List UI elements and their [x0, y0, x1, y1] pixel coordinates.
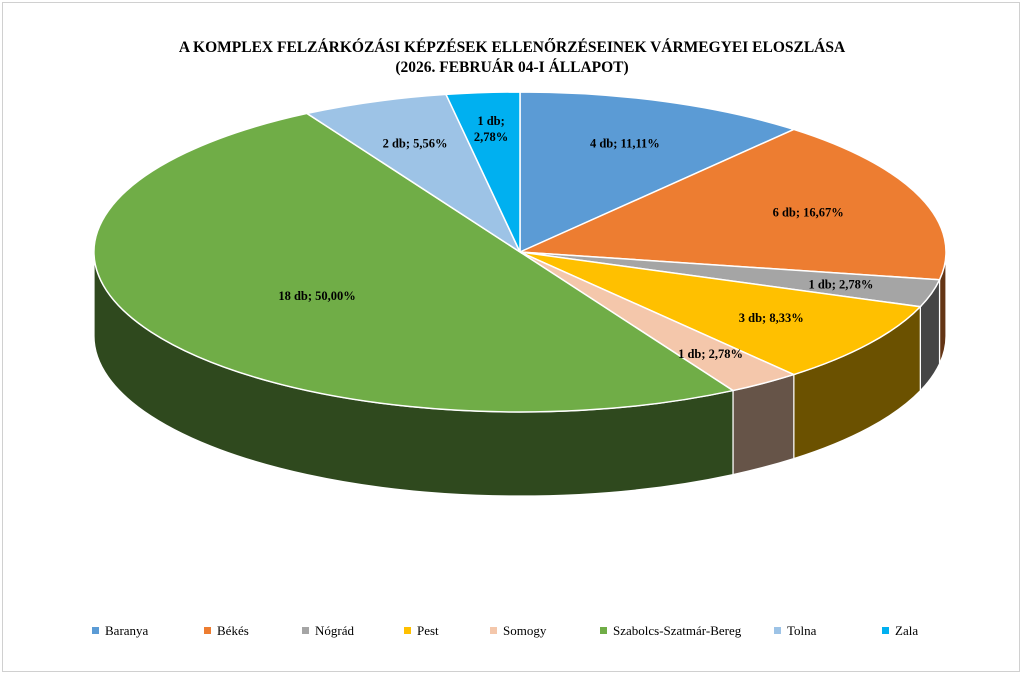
legend-label: Baranya	[105, 623, 149, 638]
data-label-tolna: 2 db; 5,56%	[383, 137, 448, 151]
pie-slice-szabolcs-szatm-r-bereg[interactable]	[93, 112, 735, 413]
pie-sides	[93, 251, 947, 497]
pie-slice-b-k-s[interactable]	[519, 128, 947, 281]
chart-legend: Baranya Békés Nógrád Pest Somogy Szabolcs-Sza…	[0, 622, 1024, 642]
data-label-szabolcs-szatm-r-bereg: 18 db; 50,00%	[278, 289, 355, 303]
legend-label: Békés	[217, 623, 249, 638]
legend-swatch	[92, 627, 99, 634]
legend-label: Szabolcs-Szatmár-Bereg	[613, 623, 742, 638]
legend-item-pest[interactable]: Pest	[404, 622, 439, 640]
legend-item-somogy[interactable]: Somogy	[490, 622, 546, 640]
data-label-b-k-s: 6 db; 16,67%	[773, 206, 844, 220]
data-label-somogy: 1 db; 2,78%	[678, 347, 743, 361]
data-label-baranya: 4 db; 11,11%	[590, 137, 660, 151]
legend-swatch	[882, 627, 889, 634]
legend-swatch	[774, 627, 781, 634]
data-label-pest: 3 db; 8,33%	[739, 311, 804, 325]
legend-label: Zala	[895, 623, 919, 638]
legend-item-tolna[interactable]: Tolna	[774, 622, 816, 640]
legend-item-b-k-s[interactable]: Békés	[204, 622, 249, 640]
legend-swatch	[404, 627, 411, 634]
legend-label: Pest	[417, 623, 439, 638]
pie-labels: 4 db; 11,11% 6 db; 16,67% 1 db; 2,78% 3 db;…	[278, 114, 873, 361]
pie-slice-pest[interactable]	[519, 251, 922, 376]
legend-label: Nógrád	[315, 623, 354, 638]
legend-swatch	[600, 627, 607, 634]
legend-item-n-gr-d[interactable]: Nógrád	[302, 622, 354, 640]
legend-label: Somogy	[503, 623, 547, 638]
legend-item-zala[interactable]: Zala	[882, 622, 918, 640]
chart-subtitle: (2026. FEBRUÁR 04-I ÁLLAPOT)	[395, 59, 629, 76]
legend-label: Tolna	[787, 623, 817, 638]
chart-title-block: A KOMPLEX FELZÁRKÓZÁSI KÉPZÉSEK ELLENŐRZ…	[0, 38, 1024, 78]
pie-side-somogy	[732, 373, 795, 476]
legend-swatch	[204, 627, 211, 634]
legend-item-szabolcs-szatm-r-bereg[interactable]: Szabolcs-Szatmár-Bereg	[600, 622, 741, 640]
chart-title: A KOMPLEX FELZÁRKÓZÁSI KÉPZÉSEK ELLENŐRZ…	[178, 39, 846, 56]
legend-item-baranya[interactable]: Baranya	[92, 622, 148, 640]
legend-swatch	[490, 627, 497, 634]
legend-swatch	[302, 627, 309, 634]
pie-slice-baranya[interactable]	[519, 91, 796, 254]
pie-slice-zala[interactable]	[444, 91, 521, 253]
pie-tops	[93, 91, 947, 413]
pie-slice-tolna[interactable]	[305, 93, 522, 255]
data-label-zala: 1 db; 2,78%	[474, 114, 508, 144]
data-label-n-gr-d: 1 db; 2,78%	[808, 277, 873, 291]
